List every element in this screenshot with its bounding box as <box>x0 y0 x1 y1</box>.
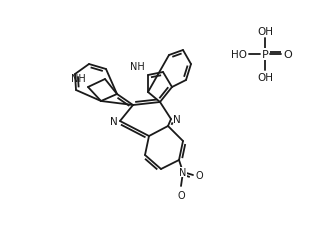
Text: OH: OH <box>257 73 273 83</box>
Text: N: N <box>179 167 187 177</box>
Text: HO: HO <box>231 50 247 60</box>
Text: N: N <box>110 116 118 126</box>
Text: NH: NH <box>130 62 145 72</box>
Text: O: O <box>283 50 292 60</box>
Text: NH: NH <box>71 74 86 84</box>
Text: O: O <box>177 190 185 200</box>
Text: N: N <box>173 114 181 124</box>
Text: O: O <box>196 170 204 180</box>
Text: P: P <box>262 50 268 60</box>
Text: OH: OH <box>257 27 273 37</box>
